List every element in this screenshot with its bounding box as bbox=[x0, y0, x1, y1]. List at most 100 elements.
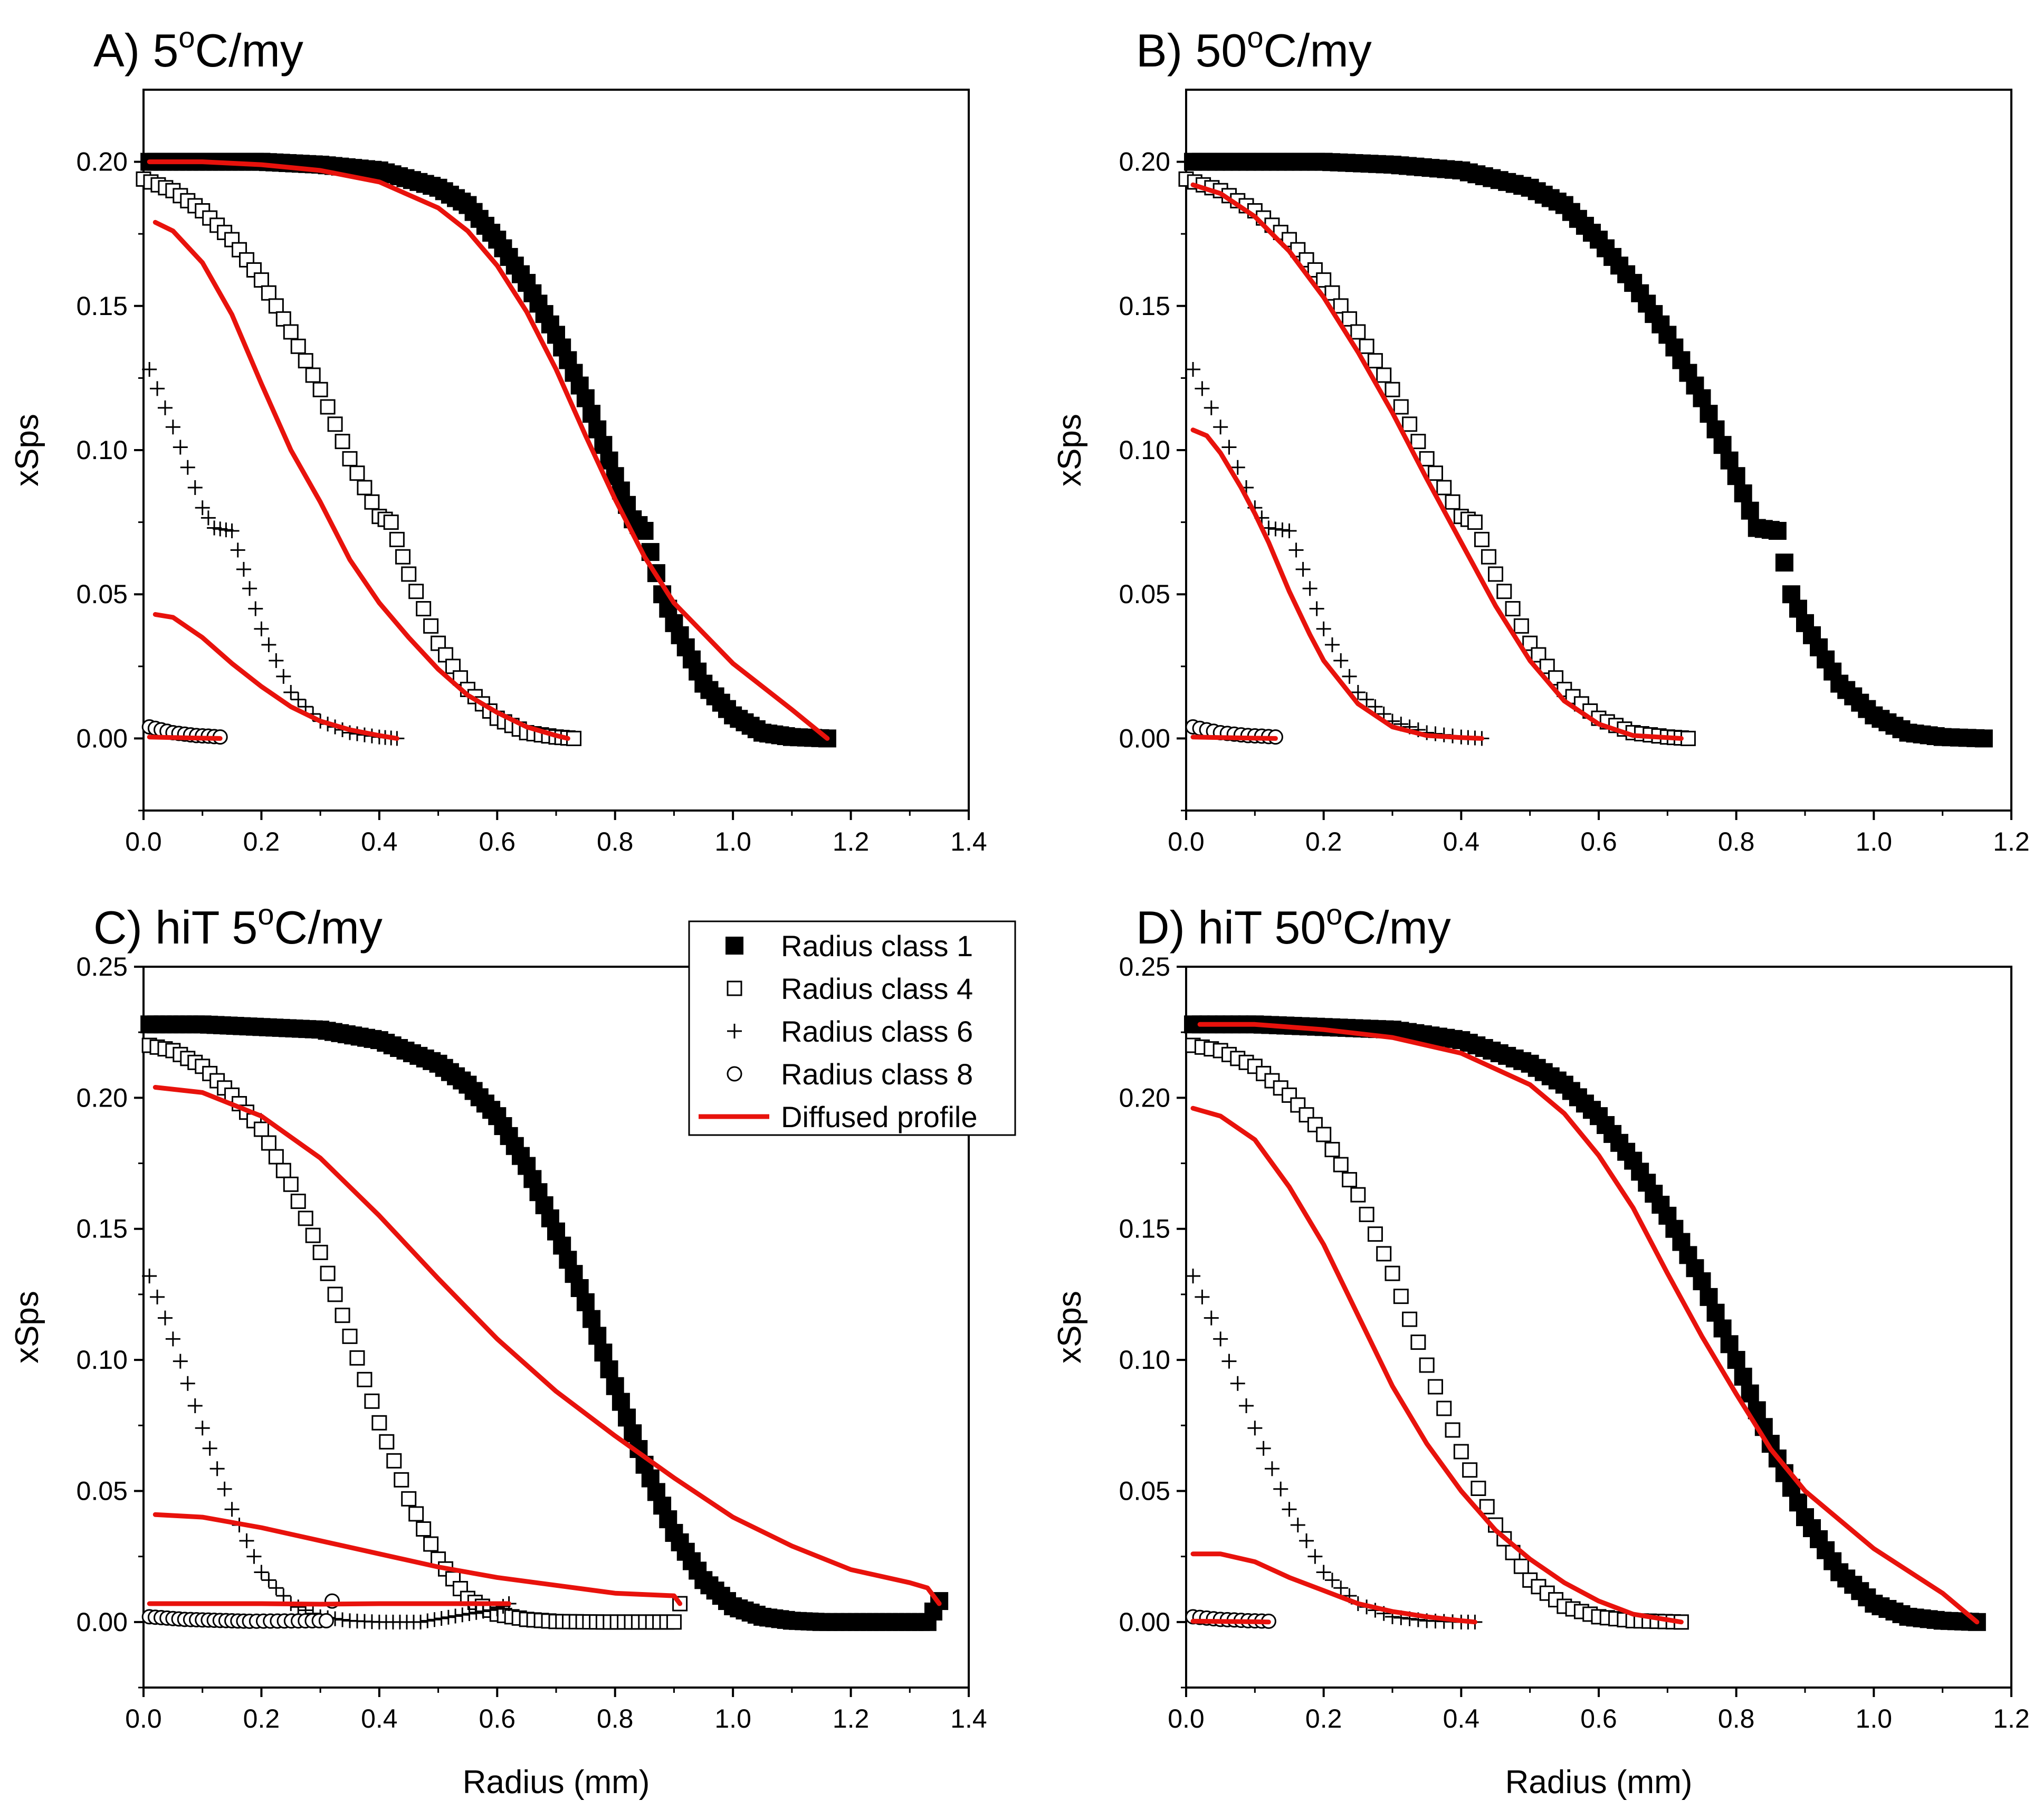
data-point bbox=[1734, 484, 1752, 502]
data-point bbox=[305, 1227, 321, 1243]
data-point bbox=[1410, 434, 1426, 450]
data-point bbox=[1393, 399, 1409, 415]
data-point bbox=[1481, 549, 1496, 565]
data-point bbox=[401, 1491, 417, 1507]
data-point bbox=[583, 405, 601, 423]
data-point bbox=[165, 1331, 180, 1347]
data-point bbox=[1359, 1206, 1374, 1222]
y-axis-title: xSps bbox=[9, 414, 45, 487]
data-point bbox=[275, 311, 291, 327]
diffused-profile-line bbox=[1190, 1106, 1684, 1625]
data-point bbox=[218, 522, 234, 538]
data-point bbox=[202, 1441, 217, 1456]
y-tick-label: 0.15 bbox=[1119, 291, 1170, 321]
data-point bbox=[389, 531, 405, 547]
legend-marker bbox=[727, 980, 742, 996]
data-point bbox=[1333, 1157, 1349, 1173]
y-tick-label: 0.15 bbox=[77, 1214, 128, 1244]
data-point bbox=[1239, 1398, 1254, 1414]
data-point bbox=[201, 510, 216, 526]
data-point bbox=[364, 1393, 380, 1409]
panel-d: 0.0 0.2 0.4 0.6 0.8 1.0 1.2 0.00 0.05 0.10 0.15 0.2… bbox=[1052, 898, 2030, 1800]
data-point bbox=[383, 514, 399, 530]
data-point bbox=[1359, 692, 1374, 707]
data-point bbox=[1316, 1127, 1332, 1142]
data-point bbox=[283, 1176, 299, 1192]
data-point bbox=[1436, 1400, 1452, 1416]
data-point bbox=[1402, 1311, 1418, 1327]
data-point bbox=[1741, 1384, 1759, 1403]
data-point bbox=[207, 520, 222, 536]
data-point bbox=[427, 1612, 442, 1627]
data-point bbox=[1299, 1533, 1314, 1548]
data-point bbox=[420, 1613, 435, 1628]
data-point bbox=[1213, 1331, 1228, 1347]
data-point bbox=[1282, 1502, 1297, 1517]
data-point bbox=[1419, 1357, 1435, 1373]
data-point bbox=[576, 1293, 595, 1311]
data-point bbox=[1376, 367, 1392, 383]
y-tick-label: 0.25 bbox=[77, 952, 128, 982]
data-point bbox=[327, 416, 343, 432]
data-point bbox=[187, 1398, 203, 1414]
y-axis-title: xSps bbox=[9, 1291, 45, 1364]
data-point bbox=[1720, 451, 1739, 470]
y-tick-label: 0.15 bbox=[1119, 1214, 1170, 1244]
data-point bbox=[1775, 554, 1793, 572]
y-tick-label: 0.10 bbox=[77, 435, 128, 465]
data-point bbox=[1204, 400, 1219, 415]
legend-label: Radius class 8 bbox=[781, 1057, 973, 1091]
data-point bbox=[1275, 522, 1290, 538]
x-tick-label: 0.6 bbox=[1580, 1704, 1617, 1733]
y-tick-label: 0.25 bbox=[1119, 952, 1170, 982]
data-point bbox=[261, 285, 276, 301]
data-point bbox=[1720, 1335, 1739, 1354]
panels: 0.0 0.2 0.4 0.6 0.8 1.0 1.2 1.4 0.00 0.05 0.10 0.15… bbox=[9, 21, 2030, 1800]
data-point bbox=[441, 1609, 456, 1625]
data-point bbox=[1186, 362, 1201, 377]
data-point bbox=[1445, 1422, 1460, 1438]
data-point bbox=[1700, 1288, 1718, 1306]
y-tick-label: 0.05 bbox=[1119, 1476, 1170, 1505]
data-point bbox=[318, 1613, 334, 1628]
data-point bbox=[1342, 669, 1357, 684]
data-point bbox=[342, 451, 358, 466]
x-tick-label: 0.4 bbox=[361, 827, 398, 856]
panel-title: A) 5oC/my bbox=[93, 21, 303, 77]
series-radius-class-1 bbox=[1184, 153, 1993, 748]
series-radius-class-6 bbox=[142, 1269, 517, 1630]
y-tick-label: 0.00 bbox=[1119, 1607, 1170, 1637]
x-tick-label: 1.2 bbox=[833, 827, 870, 856]
data-point bbox=[1247, 1421, 1263, 1436]
x-tick-label: 0.6 bbox=[479, 827, 516, 856]
data-point bbox=[588, 420, 607, 439]
data-point bbox=[416, 601, 432, 617]
data-point bbox=[1195, 381, 1210, 396]
data-point bbox=[448, 1608, 463, 1624]
data-point bbox=[386, 1453, 402, 1469]
y-tick-label: 0.00 bbox=[1119, 723, 1170, 753]
y-tick-label: 0.20 bbox=[1119, 147, 1170, 177]
diffused-profile-line bbox=[1190, 1618, 1271, 1625]
x-tick-label: 0.4 bbox=[361, 1704, 398, 1733]
data-point bbox=[335, 1308, 350, 1323]
data-point bbox=[195, 500, 210, 516]
panel-title-suffix: C/my bbox=[274, 901, 383, 954]
data-point bbox=[371, 1415, 387, 1431]
legend: Radius class 1 Radius class 4 Radius class… bbox=[688, 920, 1016, 1136]
data-point bbox=[1453, 1444, 1469, 1460]
data-point bbox=[1324, 285, 1340, 301]
data-point bbox=[1295, 561, 1311, 577]
x-tick-label: 0.8 bbox=[597, 1704, 634, 1733]
data-point bbox=[612, 1393, 630, 1411]
data-point bbox=[142, 1269, 157, 1284]
data-point bbox=[1385, 1265, 1400, 1281]
data-point bbox=[1282, 523, 1297, 538]
panel-title-prefix: D) hiT 50 bbox=[1136, 901, 1326, 954]
data-point bbox=[1221, 440, 1237, 455]
data-point bbox=[600, 451, 618, 470]
data-point bbox=[248, 601, 263, 616]
x-tick-label: 1.0 bbox=[714, 827, 751, 856]
data-point bbox=[1213, 420, 1228, 435]
